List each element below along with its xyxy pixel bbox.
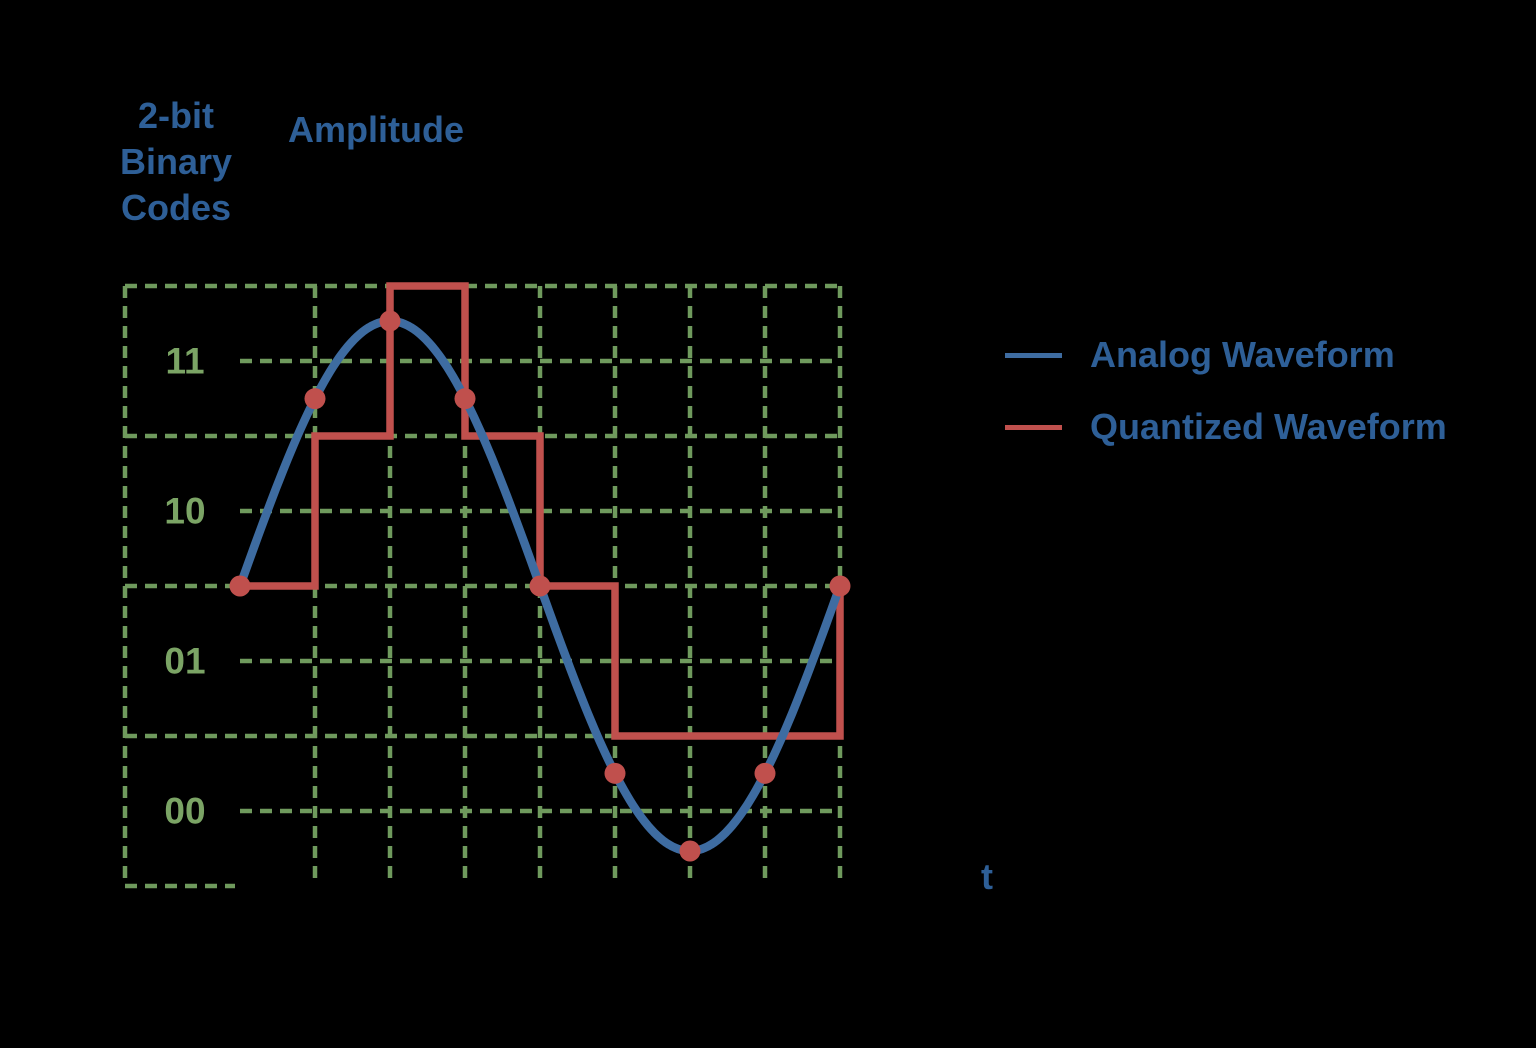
legend-item-analog: Analog Waveform (1005, 333, 1395, 377)
legend-label-quantized: Quantized Waveform (1090, 406, 1447, 447)
sample-point-marker (529, 575, 551, 597)
legend-item-quantized: Quantized Waveform (1005, 405, 1447, 449)
quantized-line-swatch (1005, 424, 1062, 430)
legend-label-analog: Analog Waveform (1090, 334, 1395, 375)
y-axis-codes-title-line2: Binary (119, 141, 233, 182)
sample-point-marker (679, 840, 701, 862)
quantized-waveform-line (240, 282, 844, 740)
y-tick-label-10: 10 (164, 491, 205, 532)
sample-point-marker (754, 762, 776, 784)
time-axis-label: t (981, 856, 993, 897)
y-tick-label-01: 01 (164, 641, 205, 682)
amplitude-axis-label: Amplitude (288, 109, 464, 150)
sample-point-marker (829, 575, 851, 597)
y-tick-label-11: 11 (165, 341, 204, 382)
y-axis-codes-title: 2-bit Binary Codes (106, 93, 246, 231)
sample-point-marker (229, 575, 251, 597)
y-tick-label-00: 00 (164, 791, 205, 832)
sample-point-marker (304, 388, 326, 410)
sample-point-marker (604, 762, 626, 784)
analog-line-swatch (1005, 352, 1062, 358)
sample-point-marker (454, 388, 476, 410)
sample-point-marker (379, 310, 401, 332)
y-axis-codes-title-line3: Codes (120, 187, 232, 228)
y-axis-codes-title-line1: 2-bit (138, 95, 214, 136)
